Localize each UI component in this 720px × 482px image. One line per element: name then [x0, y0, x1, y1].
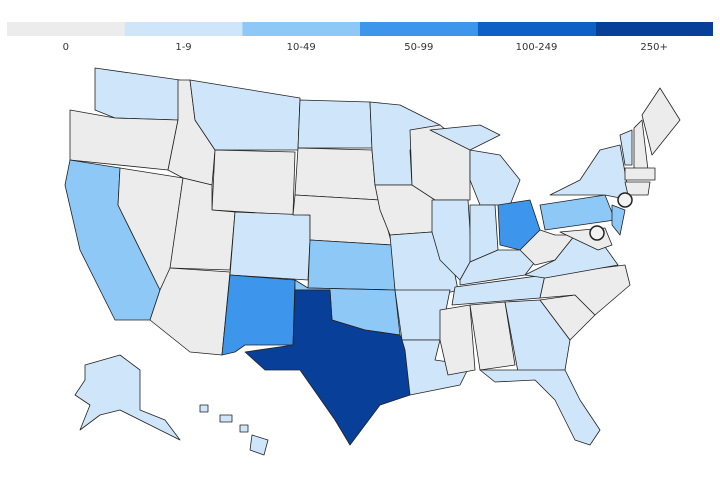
states [64, 67, 681, 456]
state [239, 424, 249, 433]
state [199, 404, 209, 413]
state [439, 304, 476, 376]
state [469, 301, 516, 371]
state [294, 147, 381, 201]
state [469, 149, 521, 206]
state [624, 167, 656, 181]
state [429, 124, 501, 151]
legend-label: 100-249 [516, 42, 558, 53]
state [211, 149, 296, 216]
legend-swatch [7, 22, 125, 36]
legend-swatch [124, 22, 243, 36]
state [624, 181, 651, 196]
state [611, 204, 626, 236]
state [401, 339, 471, 396]
state [307, 239, 396, 291]
legend-label: 10-49 [287, 42, 316, 53]
legend-swatch [360, 22, 478, 36]
legend-label: 250+ [640, 42, 667, 53]
legend-swatch [477, 22, 596, 36]
legend-label: 1-9 [175, 42, 191, 53]
state [94, 67, 181, 121]
state [189, 79, 301, 151]
state [219, 414, 233, 423]
state [549, 144, 631, 201]
state [539, 194, 616, 231]
state [479, 369, 601, 446]
state [409, 124, 471, 201]
state [249, 434, 269, 456]
legend-label: 50-99 [404, 42, 433, 53]
legend-label: 0 [63, 42, 69, 53]
state [74, 354, 181, 441]
state [229, 211, 311, 281]
state [539, 264, 631, 316]
legend-swatch [242, 22, 360, 36]
city-marker [589, 225, 605, 241]
state [641, 87, 681, 156]
legend-swatch [595, 22, 713, 36]
legend: 0 1-9 10-49 50-99 100-249 250+ [7, 22, 713, 53]
state [297, 99, 373, 149]
city-marker [617, 192, 633, 208]
state [221, 274, 296, 356]
state [244, 289, 411, 446]
state [504, 299, 571, 373]
state [619, 129, 633, 166]
